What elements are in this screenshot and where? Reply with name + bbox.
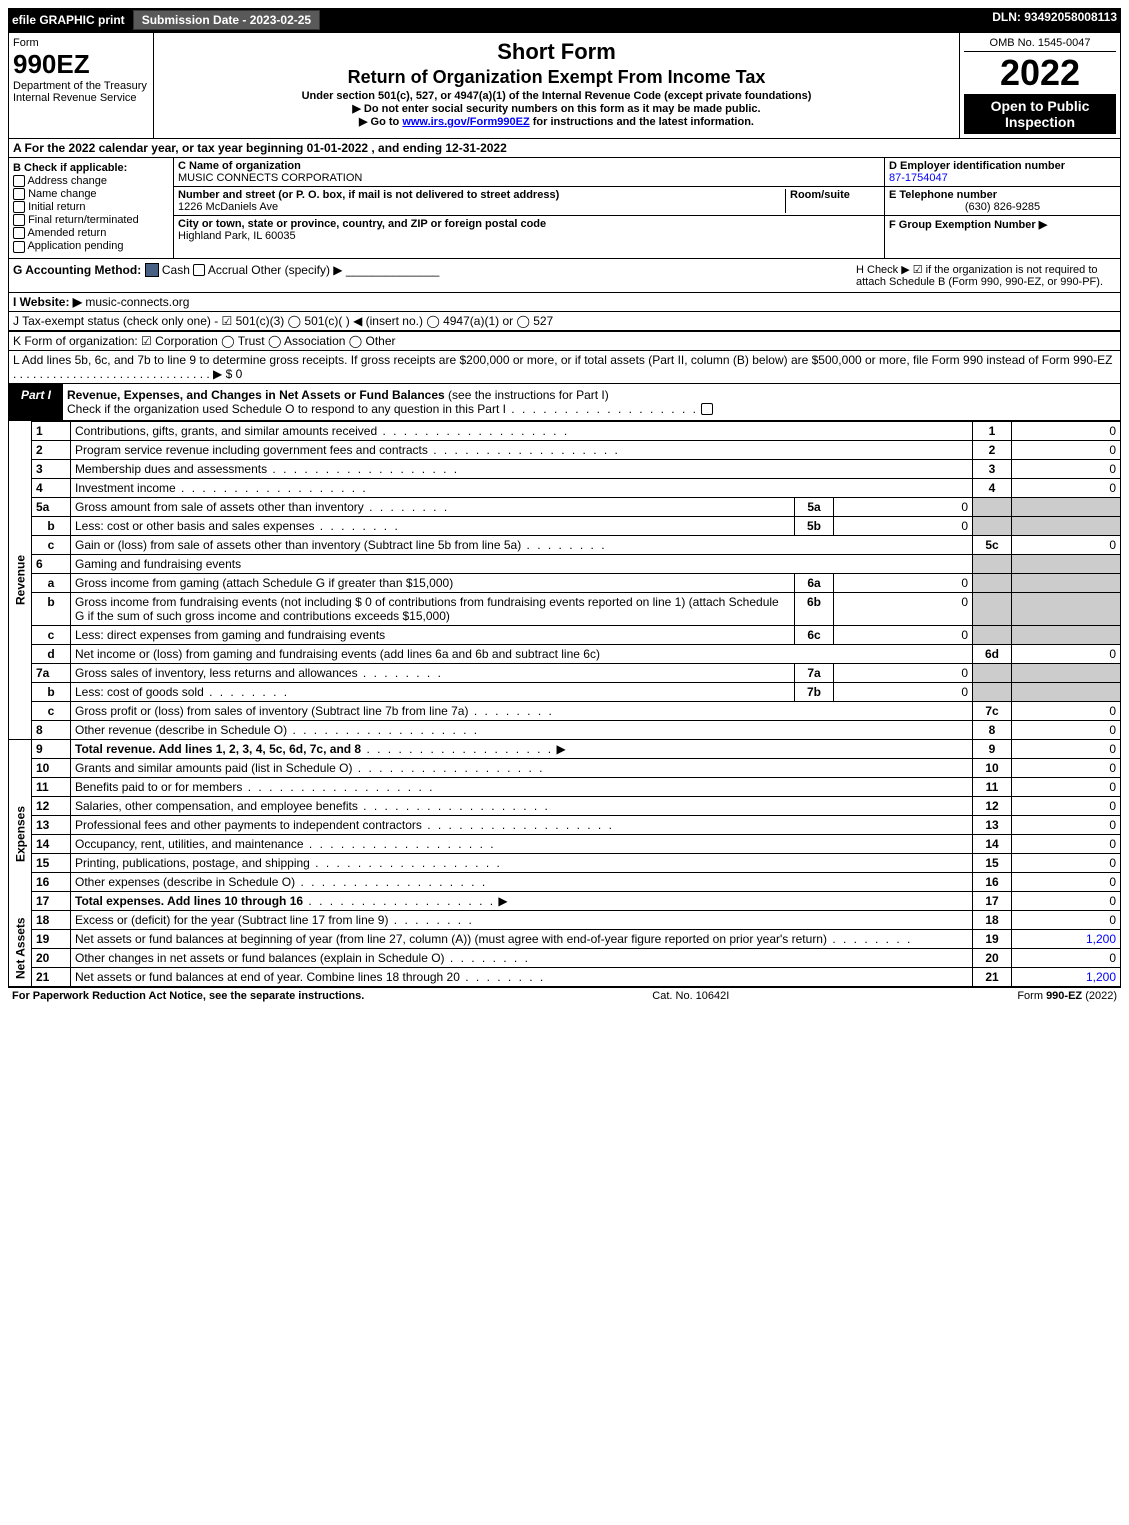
section-b: B Check if applicable: Address change Na… — [9, 158, 174, 258]
telephone-value: (630) 826-9285 — [889, 201, 1116, 213]
org-name: MUSIC CONNECTS CORPORATION — [178, 172, 362, 184]
part-i-table: Revenue 1Contributions, gifts, grants, a… — [8, 421, 1121, 987]
subtitle-ssn: ▶ Do not enter social security numbers o… — [158, 102, 955, 115]
line-12-val: 0 — [1012, 796, 1121, 815]
website-link[interactable]: music-connects.org — [85, 295, 189, 309]
page-footer: For Paperwork Reduction Act Notice, see … — [8, 987, 1121, 1004]
irs-link[interactable]: www.irs.gov/Form990EZ — [402, 116, 529, 128]
row-gh: G Accounting Method: Cash Accrual Other … — [8, 259, 1121, 293]
c-city-hdr: City or town, state or province, country… — [178, 218, 546, 230]
open-to-public: Open to Public Inspection — [964, 94, 1116, 134]
section-def: D Employer identification number 87-1754… — [885, 158, 1120, 258]
section-c: C Name of organization MUSIC CONNECTS CO… — [174, 158, 885, 258]
section-b-to-f: B Check if applicable: Address change Na… — [8, 158, 1121, 259]
h-schedule-b: H Check ▶ ☑ if the organization is not r… — [856, 263, 1116, 288]
efile-print[interactable]: efile GRAPHIC print — [12, 13, 125, 27]
line-7b-mid: 0 — [834, 682, 973, 701]
line-17-val: 0 — [1012, 891, 1121, 910]
line-4-val: 0 — [1012, 478, 1121, 497]
org-street: 1226 McDaniels Ave — [178, 201, 278, 213]
row-a-calendar: A For the 2022 calendar year, or tax yea… — [8, 139, 1121, 158]
form-id-block: Form 990EZ Department of the Treasury In… — [9, 33, 154, 138]
footer-catno: Cat. No. 10642I — [652, 990, 729, 1002]
title-return: Return of Organization Exempt From Incom… — [158, 67, 955, 88]
irs-label: Internal Revenue Service — [13, 92, 149, 104]
c-name-hdr: C Name of organization — [178, 160, 301, 172]
b-header: B Check if applicable: — [13, 162, 169, 174]
chk-cash[interactable] — [145, 263, 159, 277]
subtitle-goto: ▶ Go to www.irs.gov/Form990EZ for instru… — [158, 115, 955, 128]
line-1-val: 0 — [1012, 421, 1121, 440]
line-20-val: 0 — [1012, 948, 1121, 967]
submission-date: Submission Date - 2023-02-25 — [133, 10, 320, 30]
line-8-val: 0 — [1012, 720, 1121, 739]
chk-amended-return[interactable]: Amended return — [13, 227, 169, 239]
revenue-sidebar: Revenue — [9, 421, 32, 739]
line-9-val: 0 — [1012, 739, 1121, 758]
dept-treasury: Department of the Treasury — [13, 80, 149, 92]
tax-year: 2022 — [964, 52, 1116, 94]
f-hdr: F Group Exemption Number ▶ — [889, 219, 1047, 231]
line-18-val: 0 — [1012, 910, 1121, 929]
org-city: Highland Park, IL 60035 — [178, 230, 296, 242]
line-6c-mid: 0 — [834, 625, 973, 644]
form-label: Form — [13, 37, 149, 49]
line-5b-mid: 0 — [834, 516, 973, 535]
chk-final-return[interactable]: Final return/terminated — [13, 214, 169, 226]
top-bar: efile GRAPHIC print Submission Date - 20… — [8, 8, 1121, 32]
chk-schedule-o[interactable] — [701, 403, 713, 415]
dln: DLN: 93492058008113 — [992, 10, 1117, 30]
line-19-val: 1,200 — [1012, 929, 1121, 948]
chk-name-change[interactable]: Name change — [13, 188, 169, 200]
line-15-val: 0 — [1012, 853, 1121, 872]
line-6a-mid: 0 — [834, 573, 973, 592]
line-7a-mid: 0 — [834, 663, 973, 682]
title-short-form: Short Form — [158, 39, 955, 65]
line-10-val: 0 — [1012, 758, 1121, 777]
line-6b-mid: 0 — [834, 592, 973, 625]
netassets-sidebar: Net Assets — [9, 910, 32, 986]
form-header: Form 990EZ Department of the Treasury In… — [8, 32, 1121, 139]
row-k: K Form of organization: ☑ Corporation ◯ … — [8, 331, 1121, 351]
line-14-val: 0 — [1012, 834, 1121, 853]
g-accounting: G Accounting Method: Cash Accrual Other … — [13, 263, 439, 288]
year-block: OMB No. 1545-0047 2022 Open to Public In… — [960, 33, 1120, 138]
ein-value[interactable]: 87-1754047 — [889, 172, 948, 184]
line-3-val: 0 — [1012, 459, 1121, 478]
line-11-val: 0 — [1012, 777, 1121, 796]
e-hdr: E Telephone number — [889, 189, 997, 201]
line-13-val: 0 — [1012, 815, 1121, 834]
row-l: L Add lines 5b, 6c, and 7b to line 9 to … — [8, 351, 1121, 384]
line-21-val: 1,200 — [1012, 967, 1121, 986]
line-16-val: 0 — [1012, 872, 1121, 891]
part-i-header: Part I Revenue, Expenses, and Changes in… — [8, 384, 1121, 421]
form-number: 990EZ — [13, 49, 149, 80]
line-6d-val: 0 — [1012, 644, 1121, 663]
subtitle-section: Under section 501(c), 527, or 4947(a)(1)… — [158, 90, 955, 102]
row-i: I Website: ▶ music-connects.org — [8, 293, 1121, 312]
line-7c-val: 0 — [1012, 701, 1121, 720]
c-room-hdr: Room/suite — [790, 189, 850, 201]
chk-application-pending[interactable]: Application pending — [13, 240, 169, 252]
expenses-sidebar: Expenses — [9, 758, 32, 910]
line-2-val: 0 — [1012, 440, 1121, 459]
chk-initial-return[interactable]: Initial return — [13, 201, 169, 213]
line-5a-mid: 0 — [834, 497, 973, 516]
chk-accrual[interactable] — [193, 264, 205, 276]
d-hdr: D Employer identification number — [889, 160, 1065, 172]
omb-number: OMB No. 1545-0047 — [964, 37, 1116, 52]
c-street-hdr: Number and street (or P. O. box, if mail… — [178, 189, 559, 201]
title-block: Short Form Return of Organization Exempt… — [154, 33, 960, 138]
footer-form: Form 990-EZ (2022) — [1017, 990, 1117, 1002]
row-j: J Tax-exempt status (check only one) - ☑… — [8, 312, 1121, 331]
part-i-title: Revenue, Expenses, and Changes in Net As… — [63, 384, 1120, 420]
chk-address-change[interactable]: Address change — [13, 175, 169, 187]
part-i-tag: Part I — [9, 384, 63, 420]
footer-left: For Paperwork Reduction Act Notice, see … — [12, 990, 364, 1002]
line-5c-val: 0 — [1012, 535, 1121, 554]
